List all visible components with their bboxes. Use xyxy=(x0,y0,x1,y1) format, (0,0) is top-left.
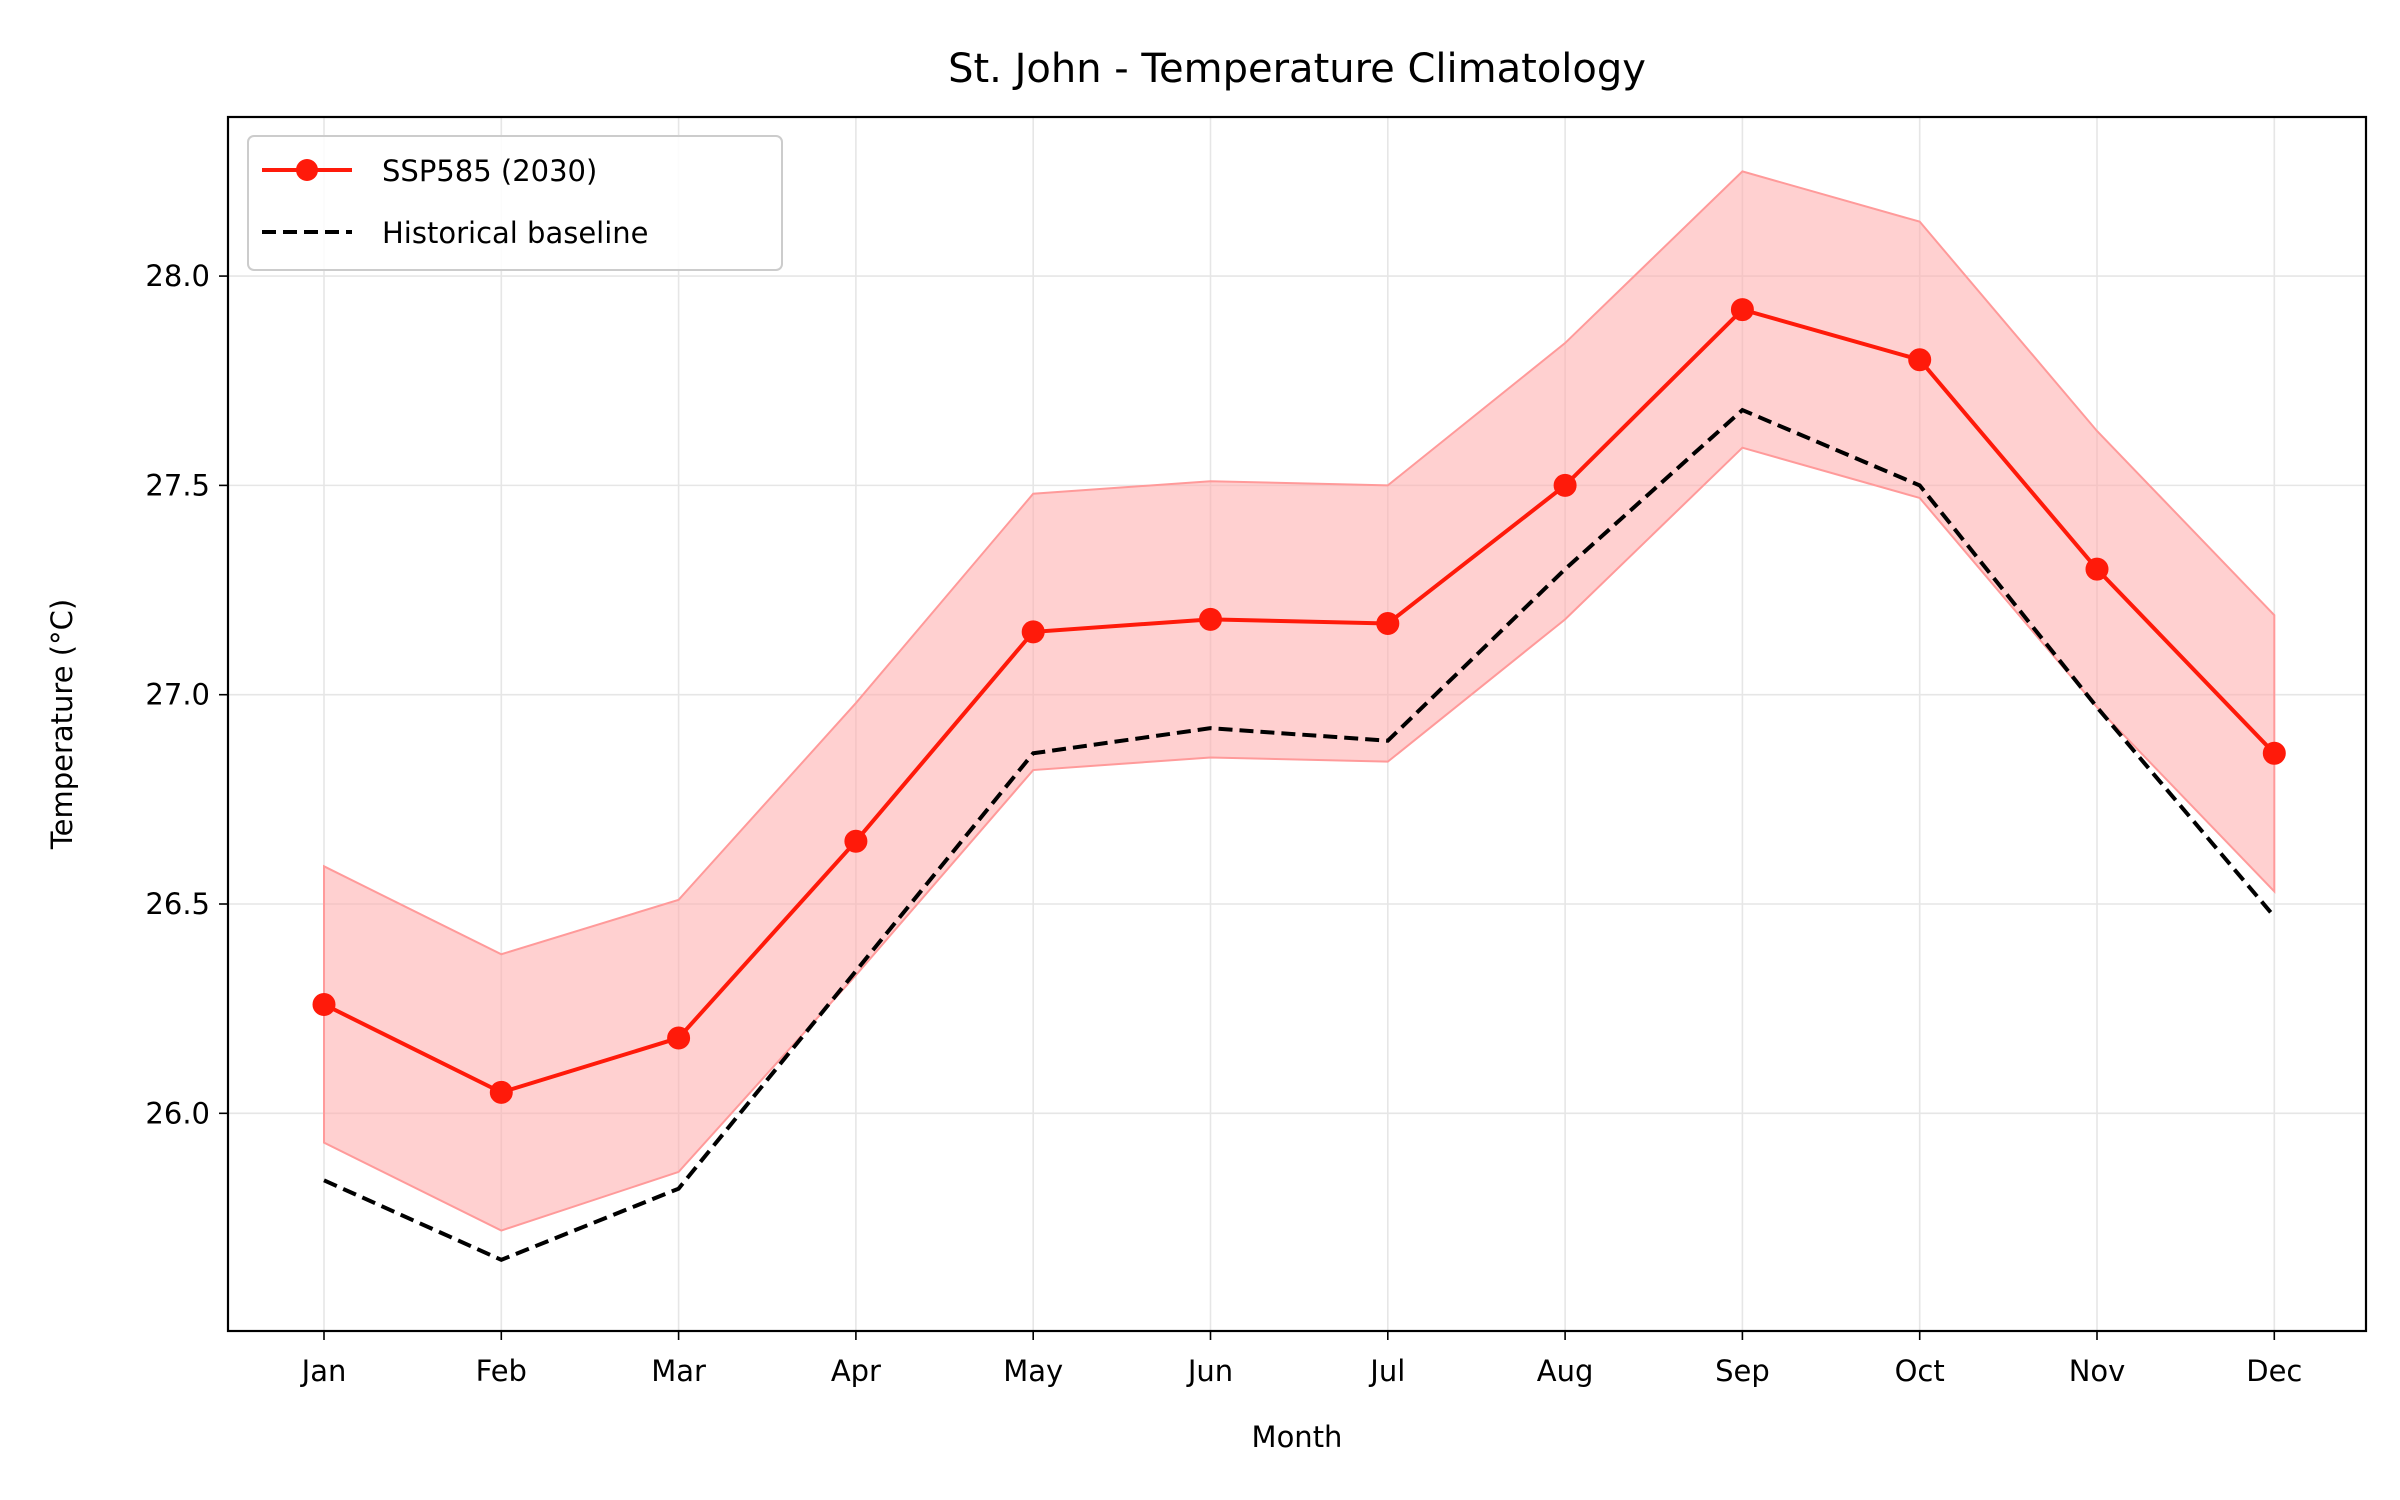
legend: SSP585 (2030) Historical baseline xyxy=(247,135,783,271)
data-point-ssp585 xyxy=(2262,741,2286,765)
legend-box xyxy=(247,135,783,271)
x-tick-label: Dec xyxy=(2246,1354,2302,1388)
chart-title: St. John - Temperature Climatology xyxy=(948,46,1646,92)
x-tick-label: Feb xyxy=(476,1354,527,1388)
axis-ticks: Jan Feb Mar Apr May Jun Jul Aug Sep Oct Nov Dec 26.0… xyxy=(145,259,2302,1388)
series-line-ssp585 xyxy=(323,307,2276,1095)
y-tick-label: 28.0 xyxy=(145,259,210,293)
data-point-ssp585 xyxy=(1908,348,1932,372)
x-tick-label: Mar xyxy=(651,1354,706,1388)
data-point-ssp585 xyxy=(1376,612,1400,636)
uncertainty-band xyxy=(323,170,2276,1232)
x-axis-label: Month xyxy=(1252,1420,1343,1454)
x-tick-label: Apr xyxy=(831,1354,881,1388)
y-tick-label: 26.0 xyxy=(145,1096,210,1130)
y-axis-label: Temperature (°C) xyxy=(45,599,79,850)
x-tick-label: Nov xyxy=(2069,1354,2126,1388)
series-line-historical-baseline xyxy=(323,407,2276,1263)
x-tick-label: May xyxy=(1003,1354,1063,1388)
data-point-ssp585 xyxy=(1021,620,1045,644)
y-tick-label: 26.5 xyxy=(145,887,210,921)
uncertainty-band-layer xyxy=(323,170,2276,1232)
x-tick-label: Aug xyxy=(1537,1354,1594,1388)
legend-marker-ssp585 xyxy=(296,159,318,181)
plot-frame xyxy=(226,115,2368,1333)
x-tick-label: Oct xyxy=(1895,1354,1945,1388)
data-point-ssp585 xyxy=(489,1080,513,1104)
data-point-ssp585 xyxy=(667,1026,691,1050)
legend-label-ssp585: SSP585 (2030) xyxy=(382,154,597,188)
data-point-ssp585 xyxy=(1199,607,1222,631)
data-point-ssp585 xyxy=(1553,473,1577,497)
series-layer xyxy=(312,298,2286,1263)
y-tick-label: 27.0 xyxy=(145,678,210,712)
data-point-ssp585 xyxy=(844,829,868,853)
x-tick-label: Jul xyxy=(1368,1354,1405,1388)
data-point-ssp585 xyxy=(312,992,336,1016)
y-tick-label: 27.5 xyxy=(145,468,210,502)
x-tick-label: Jan xyxy=(300,1354,347,1388)
data-point-ssp585 xyxy=(1730,298,1754,322)
data-point-ssp585 xyxy=(2085,557,2109,581)
x-tick-label: Sep xyxy=(1715,1354,1770,1388)
legend-label-historical: Historical baseline xyxy=(382,216,649,250)
x-tick-label: Jun xyxy=(1186,1354,1233,1388)
